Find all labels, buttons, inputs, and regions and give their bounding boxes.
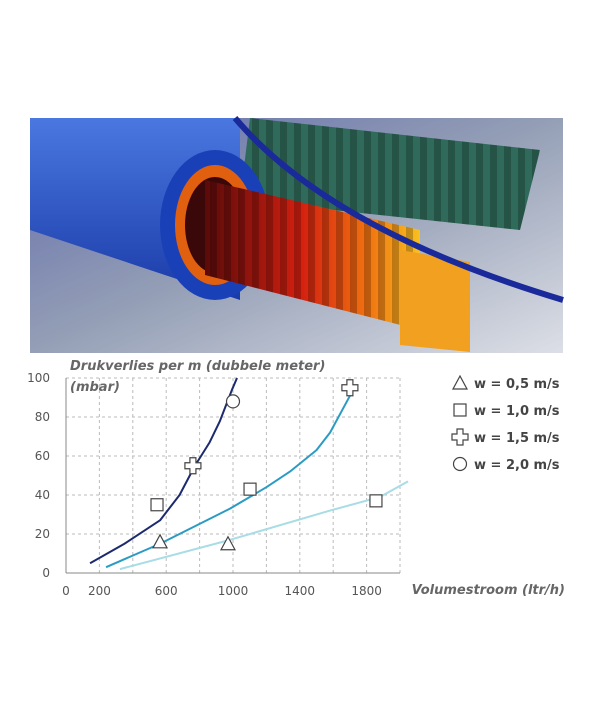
legend-label: w = 2,0 m/s [474, 458, 560, 473]
marker [341, 379, 359, 397]
x-tick-label: 600 [155, 584, 178, 598]
marker [225, 394, 241, 409]
legend-symbol [451, 374, 469, 390]
legend-symbol [451, 428, 469, 446]
legend-label: w = 1,0 m/s [474, 404, 560, 419]
y-tick-label: 40 [35, 488, 50, 502]
y-axis-label: Drukverlies per m (dubbele meter) [70, 359, 325, 374]
legend-symbol [452, 456, 468, 472]
photo [30, 116, 564, 353]
marker [369, 494, 383, 508]
y-tick-label: 80 [35, 410, 50, 424]
legend-label: w = 0,5 m/s [474, 377, 560, 392]
y-axis-label: (mbar) [70, 380, 120, 395]
y-tick-label: 100 [27, 371, 50, 385]
y-tick-label: 20 [35, 527, 50, 541]
curve [89, 377, 238, 565]
y-tick-label: 0 [42, 566, 50, 580]
y-tick-label: 60 [35, 449, 50, 463]
x-axis-label: Volumestroom (ltr/h) [412, 583, 565, 598]
curve [105, 395, 351, 569]
legend-symbol [453, 403, 467, 417]
marker [150, 498, 164, 512]
marker [152, 533, 169, 549]
legend-label: w = 1,5 m/s [474, 431, 560, 446]
x-tick-label: 1800 [351, 584, 382, 598]
x-tick-label: 1400 [285, 584, 316, 598]
marker [243, 482, 257, 496]
marker [184, 457, 202, 475]
marker [219, 535, 236, 551]
x-tick-label: 1000 [218, 584, 249, 598]
x-tick-label: 0 [62, 584, 70, 598]
curve [119, 480, 409, 571]
x-tick-label: 200 [88, 584, 111, 598]
chart: Drukverlies per m (dubbele meter) (mbar)… [70, 359, 565, 598]
